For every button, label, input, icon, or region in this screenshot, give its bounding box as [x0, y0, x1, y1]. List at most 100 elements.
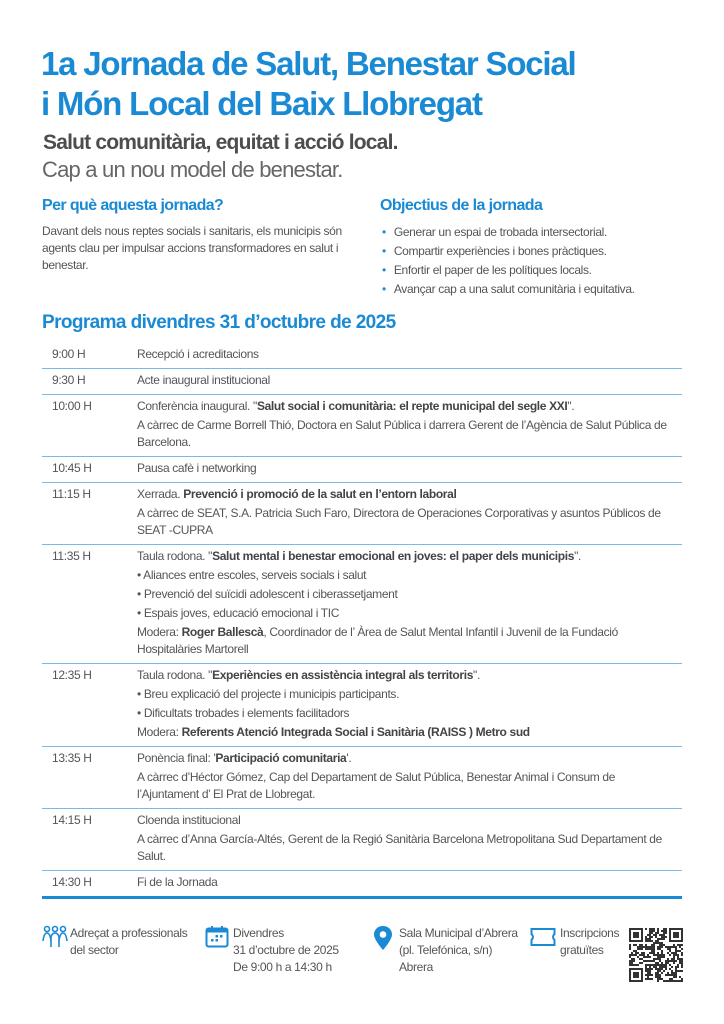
program-text: Cloenda institucional [137, 813, 241, 827]
title-line-1: 1a Jornada de Salut, Benestar Social [41, 45, 577, 82]
program-highlight: Participació comunitaria [215, 751, 347, 765]
program-time: 11:15 H [52, 487, 91, 501]
ticket-icon [530, 928, 556, 946]
objectives-heading: Objectius de la jornada [380, 197, 543, 214]
program-line: Taula rodona. "Experiències en assistènc… [137, 666, 672, 684]
program-text: , Coordinador de l’ Àrea de Salut Mental… [137, 625, 618, 656]
program-time: 13:35 H [52, 751, 92, 765]
program-row: 14:15 H Cloenda institucional A càrrec d’A… [42, 809, 682, 871]
program-highlight: Roger Ballescà [181, 625, 264, 639]
date-line: De 9:00 h a 14:30 h [233, 960, 332, 974]
program-text: Modera: [137, 725, 182, 739]
program-line: A càrrec d’Héctor Gómez, Cap del Departa… [137, 769, 672, 803]
program-text: A càrrec d’Héctor Gómez, Cap del Departa… [137, 770, 616, 801]
program-line: • Dificultats trobades i elements facili… [137, 705, 672, 722]
program-description: Taula rodona. "Salut mental i benestar e… [137, 547, 682, 660]
why-text: Davant dels nous reptes socials i sanita… [42, 224, 342, 272]
objective-item: Generar un espai de trobada intersectori… [380, 223, 700, 242]
program-line: Taula rodona. "Salut mental i benestar e… [137, 547, 672, 565]
date-line: Divendres [233, 926, 284, 940]
program-time: 10:00 H [52, 399, 92, 413]
program-text: Acte inaugural institucional [137, 373, 270, 387]
program-text: • Espais joves, educació emocional i TIC [137, 606, 340, 620]
program-text: • Prevenció del suïcidi adolescent i cib… [137, 587, 398, 601]
footer-info: Adreçat a professionals del sector Diven… [42, 925, 687, 985]
audience-info: Adreçat a professionals del sector [42, 925, 188, 959]
program-text: • Breu explicació del projecte i municip… [137, 687, 400, 701]
program-line: Conferència inaugural. "Salut social i c… [137, 397, 672, 415]
program-description: Fi de la Jornada [137, 873, 682, 893]
program-text: Taula rodona. " [137, 549, 213, 563]
program-description: Pausa cafè i networking [137, 459, 682, 479]
program-table: 9:00 H Recepció i acreditacions 9:30 H Acte… [42, 343, 682, 899]
program-time: 12:35 H [52, 668, 92, 682]
registration-line: Inscripcions [560, 926, 620, 940]
page-title: 1a Jornada de Salut, Benestar Social i M… [41, 44, 577, 124]
program-time: 9:00 H [52, 347, 86, 361]
program-text: • Dificultats trobades i elements facili… [137, 706, 350, 720]
audience-line: del sector [70, 943, 119, 957]
program-text: A càrrec de SEAT, S.A. Patricia Such Far… [137, 506, 661, 537]
program-text: Fi de la Jornada [137, 875, 218, 889]
program-highlight: Referents Atenció Integrada Social i San… [181, 725, 531, 739]
program-text: • Aliances entre escoles, serveis social… [137, 568, 367, 582]
program-row: 10:00 H Conferència inaugural. "Salut soc… [42, 395, 682, 457]
program-line: • Espais joves, educació emocional i TIC [137, 605, 672, 622]
program-text: Recepció i acreditacions [137, 347, 259, 361]
program-description: Taula rodona. "Experiències en assistènc… [137, 666, 682, 743]
place-info: Sala Municipal d’Abrera (pl. Telefónica,… [373, 925, 518, 976]
program-text: ". [567, 399, 575, 413]
program-line: Cloenda institucional [137, 811, 672, 829]
program-line: • Prevenció del suïcidi adolescent i cib… [137, 586, 672, 603]
program-highlight: Prevenció i promoció de la salut en l’en… [183, 487, 457, 501]
place-line: Abrera [399, 960, 433, 974]
program-row: 13:35 H Ponència final: 'Participació com… [42, 747, 682, 809]
program-line: Xerrada. Prevenció i promoció de la salu… [137, 485, 672, 503]
program-text: Modera: [137, 625, 182, 639]
program-line: Pausa cafè i networking [137, 459, 672, 477]
subtitle: Salut comunitària, equitat i acció local… [43, 131, 398, 154]
registration-line: gratuïtes [560, 943, 604, 957]
program-row: 11:15 H Xerrada. Prevenció i promoció de … [42, 483, 682, 545]
date-line: 31 d’octubre de 2025 [233, 943, 339, 957]
program-description: Cloenda institucional A càrrec d’Anna Gar… [137, 811, 682, 867]
program-line: Ponència final: 'Participació comunitari… [137, 749, 672, 767]
registration-info: Inscripcions gratuïtes [530, 925, 620, 959]
title-line-2: i Món Local del Baix Llobregat [41, 85, 483, 122]
program-text: '. [346, 751, 352, 765]
program-time: 9:30 H [52, 373, 86, 387]
program-time: 11:35 H [52, 549, 91, 563]
place-line: Sala Municipal d’Abrera [399, 926, 518, 940]
program-row: 9:30 H Acte inaugural institucional [42, 369, 682, 395]
why-section: Per què aquesta jornada? Davant dels nou… [42, 197, 362, 274]
program-highlight: Salut mental i benestar emocional en jov… [212, 549, 575, 563]
program-time: 14:30 H [52, 875, 92, 889]
program-time: 10:45 H [52, 461, 92, 475]
program-highlight: Salut social i comunitària: el repte mun… [256, 399, 568, 413]
program-line: Recepció i acreditacions [137, 345, 672, 363]
program-description: Recepció i acreditacions [137, 345, 682, 365]
program-line: • Breu explicació del projecte i municip… [137, 686, 672, 703]
program-row: 14:30 H Fi de la Jornada [42, 871, 682, 899]
objectives-section: Objectius de la jornada Generar un espai… [380, 197, 700, 299]
why-heading: Per què aquesta jornada? [42, 197, 224, 214]
qr-code-icon[interactable] [629, 928, 683, 982]
program-text: ". [574, 549, 581, 563]
calendar-icon [205, 926, 229, 948]
program-text: Xerrada. [137, 487, 184, 501]
program-row: 12:35 H Taula rodona. "Experiències en as… [42, 664, 682, 747]
program-line: Acte inaugural institucional [137, 371, 672, 389]
program-heading: Programa divendres 31 d’octubre de 2025 [42, 312, 396, 333]
program-description: Acte inaugural institucional [137, 371, 682, 391]
program-row: 11:35 H Taula rodona. "Salut mental i ben… [42, 545, 682, 664]
program-text: ". [473, 668, 480, 682]
date-info: Divendres 31 d’octubre de 2025 De 9:00 h… [205, 925, 339, 976]
objective-item: Compartir experiències i bones pràctique… [380, 242, 700, 261]
program-text: Taula rodona. " [137, 668, 213, 682]
program-description: Ponència final: 'Participació comunitari… [137, 749, 682, 805]
people-icon [42, 925, 68, 947]
program-line: • Aliances entre escoles, serveis social… [137, 567, 672, 584]
program-row: 9:00 H Recepció i acreditacions [42, 343, 682, 369]
program-description: Xerrada. Prevenció i promoció de la salu… [137, 485, 682, 541]
program-line: A càrrec d’Anna García-Altés, Gerent de … [137, 831, 672, 865]
